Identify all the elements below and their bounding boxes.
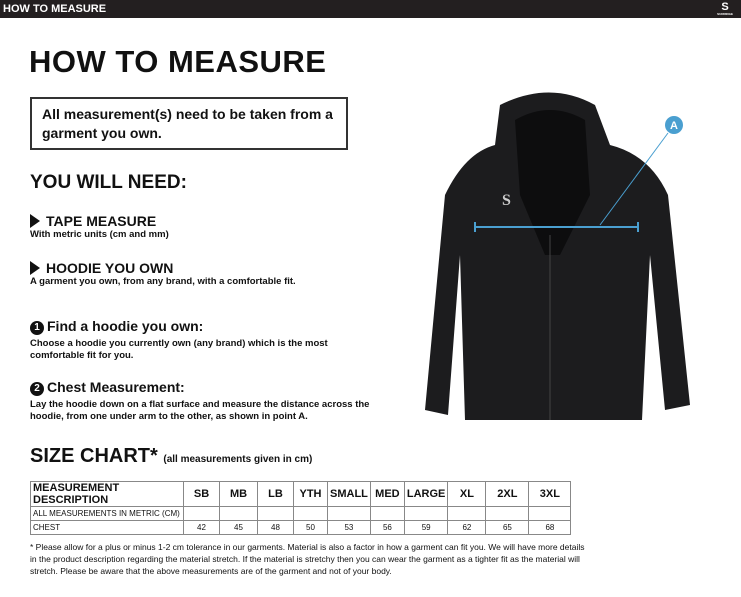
step-1: 1 Find a hoodie you own: Choose a hoodie … xyxy=(30,318,328,361)
brand-logo: S SURRIDGE xyxy=(717,1,733,17)
hoodie-diagram: S A xyxy=(425,92,690,420)
triangle-icon xyxy=(30,214,40,228)
footnote: * Please allow for a plus or minus 1-2 c… xyxy=(30,542,585,576)
size-chart-heading: SIZE CHART* (all measurements given in c… xyxy=(30,445,313,467)
hoodie-body xyxy=(425,92,690,420)
number-badge: 2 xyxy=(30,382,44,396)
svg-text:A: A xyxy=(670,120,678,132)
hood-opening xyxy=(515,110,590,255)
header-bar: HOW TO MEASURE S SURRIDGE xyxy=(0,0,741,18)
need-hoodie: HOODIE YOU OWN A garment you own, from a… xyxy=(30,260,296,287)
table-row: CHEST 42 45 48 50 53 56 59 62 65 68 xyxy=(30,520,572,535)
logo-mark: S xyxy=(502,192,511,209)
you-will-need-heading: YOU WILL NEED: xyxy=(30,172,187,193)
table-row: ALL MEASUREMENTS IN METRIC (CM) xyxy=(30,506,572,521)
point-a-marker xyxy=(665,116,683,134)
triangle-icon xyxy=(30,261,40,275)
size-table: MEASUREMENT DESCRIPTION SB MB LB YTH SMALL ME… xyxy=(30,481,572,535)
table-header-row: MEASUREMENT DESCRIPTION SB MB LB YTH SMALL ME… xyxy=(30,481,572,507)
header-title: HOW TO MEASURE xyxy=(3,3,107,15)
notice-box: All measurement(s) need to be taken from… xyxy=(30,97,348,150)
number-badge: 1 xyxy=(30,321,44,335)
step-2: 2 Chest Measurement: Lay the hoodie down … xyxy=(30,379,370,422)
page-title: HOW TO MEASURE xyxy=(29,44,327,79)
need-tape-measure: TAPE MEASURE With metric units (cm and m… xyxy=(30,213,169,240)
